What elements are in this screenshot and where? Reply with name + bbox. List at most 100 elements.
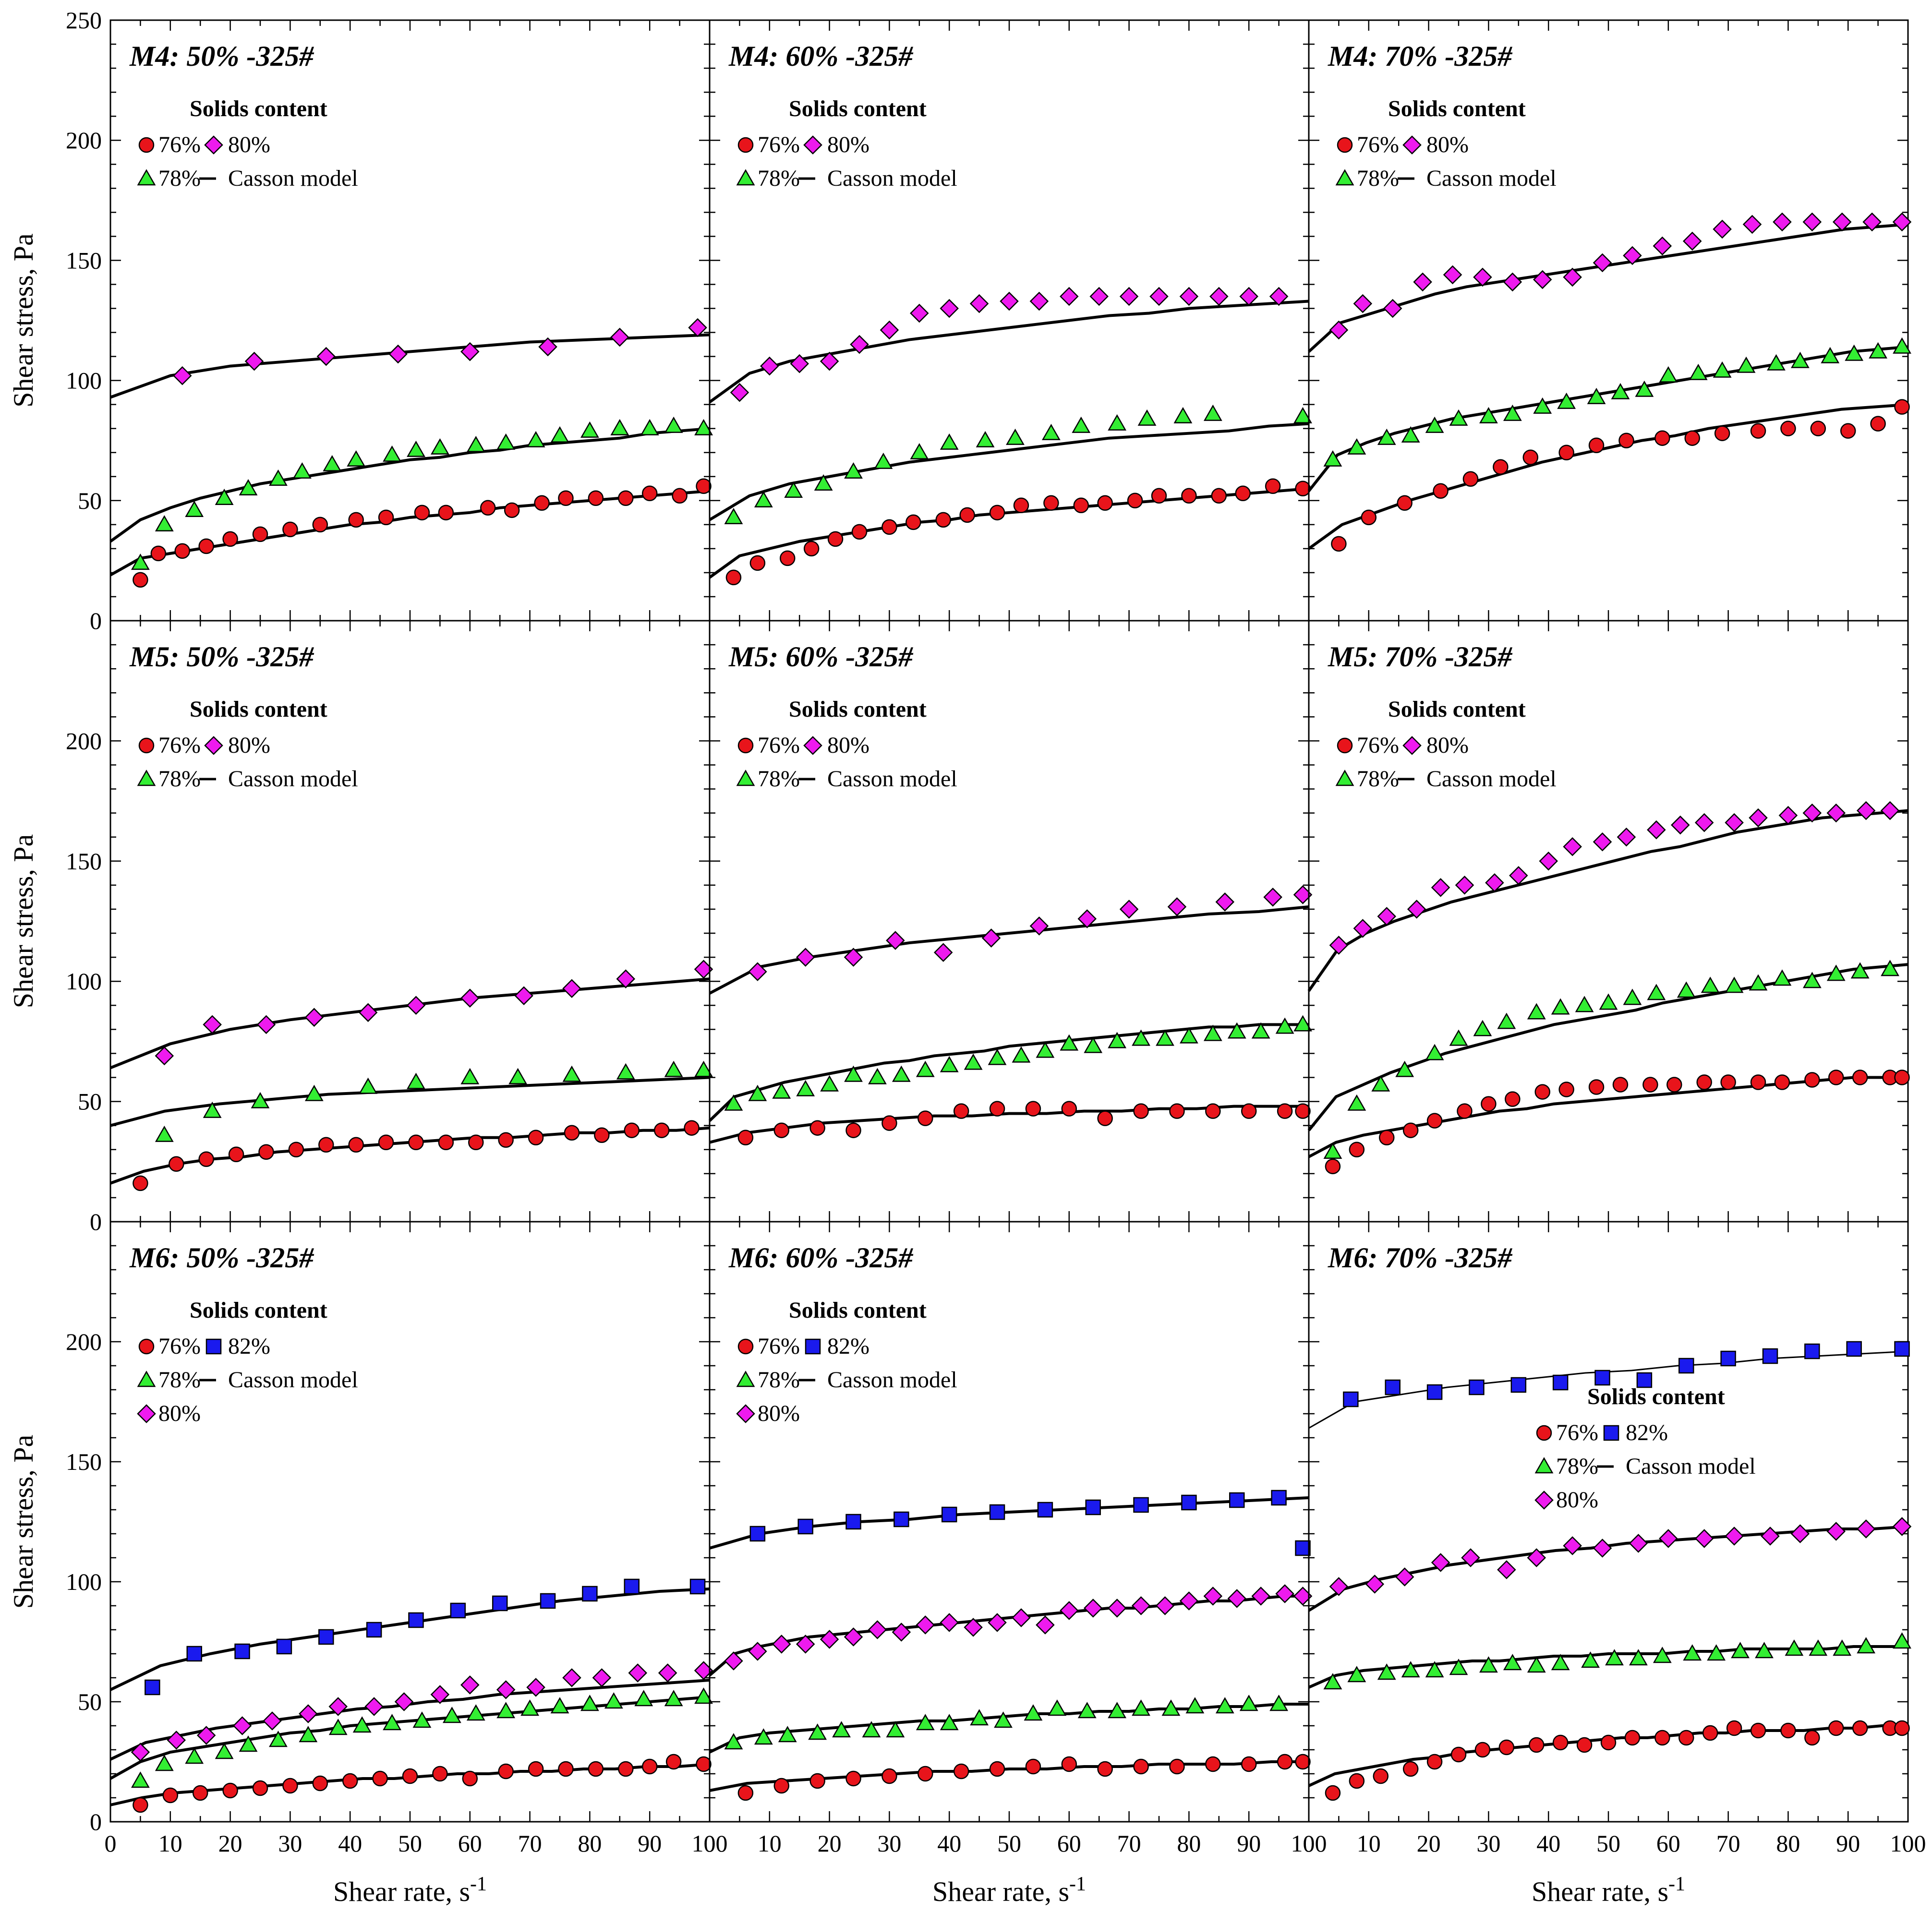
data-point-80 xyxy=(1179,287,1199,306)
data-point-78 xyxy=(1833,1639,1852,1656)
data-point-76 xyxy=(989,1761,1005,1777)
x-tick-label: 50 xyxy=(1596,1830,1620,1857)
data-point-76 xyxy=(618,1761,634,1777)
data-point-76 xyxy=(1295,1103,1311,1119)
data-point-78 xyxy=(1108,1702,1127,1719)
data-point-78 xyxy=(1269,1695,1289,1711)
y-tick-label: 50 xyxy=(78,487,102,514)
legend-title: Solids content xyxy=(190,1298,327,1323)
data-point-78 xyxy=(1826,964,1846,981)
data-point-76 xyxy=(1522,449,1539,465)
data-point-80 xyxy=(316,347,336,366)
data-point-78 xyxy=(976,431,995,447)
data-point-76 xyxy=(906,514,921,530)
x-tick-label: 80 xyxy=(1177,1830,1201,1857)
data-point-78 xyxy=(304,1084,324,1101)
data-point-80 xyxy=(964,1618,983,1637)
data-point-80 xyxy=(1431,1553,1450,1572)
data-point-80 xyxy=(562,979,581,998)
x-tick-label: 20 xyxy=(218,1830,242,1857)
data-point-78 xyxy=(1767,354,1786,371)
data-point-82 xyxy=(408,1612,424,1628)
data-point-80 xyxy=(1431,878,1450,897)
data-point-80 xyxy=(1036,1615,1055,1635)
data-point-80 xyxy=(658,1663,677,1683)
data-point-78 xyxy=(814,474,833,491)
x-tick-label: 40 xyxy=(1536,1830,1560,1857)
data-point-78 xyxy=(412,1711,432,1728)
data-point-80 xyxy=(1497,1560,1516,1579)
data-point-80 xyxy=(172,366,192,385)
data-point-78 xyxy=(1377,1663,1396,1680)
data-point-78 xyxy=(1185,1697,1205,1714)
data-point-78 xyxy=(1503,1654,1522,1671)
data-point-80 xyxy=(1473,267,1492,287)
legend-marker-78 xyxy=(137,1371,156,1387)
data-point-78 xyxy=(610,419,629,435)
data-point-76 xyxy=(133,1797,148,1813)
legend-marker-80 xyxy=(736,1404,755,1423)
data-point-78 xyxy=(940,433,959,450)
data-point-80 xyxy=(1653,236,1672,256)
data-point-80 xyxy=(1029,291,1049,311)
x-tick-label: 40 xyxy=(338,1830,362,1857)
data-point-80 xyxy=(196,1726,216,1745)
legend-marker-82 xyxy=(205,1338,222,1355)
data-point-80 xyxy=(131,1743,150,1762)
data-point-78 xyxy=(694,1687,713,1704)
legend-marker-78 xyxy=(736,770,755,786)
data-point-76 xyxy=(1588,1079,1605,1095)
data-point-76 xyxy=(989,1101,1005,1117)
data-point-80 xyxy=(1395,1567,1414,1587)
data-point-80 xyxy=(1856,801,1876,820)
data-point-78 xyxy=(1137,409,1157,426)
data-point-80 xyxy=(364,1697,384,1716)
panel-title: M5: 60% -325# xyxy=(728,641,914,673)
data-point-78 xyxy=(508,1068,528,1084)
data-point-76 xyxy=(1402,1122,1419,1138)
data-point-78 xyxy=(694,1060,713,1077)
data-point-76 xyxy=(588,490,604,506)
data-point-76 xyxy=(1696,1074,1712,1090)
legend-label-78: 78% xyxy=(158,1367,201,1393)
data-point-76 xyxy=(408,1134,424,1150)
legend-label-model: Casson model xyxy=(1426,766,1557,792)
y-tick-label: 150 xyxy=(66,247,102,274)
x-axis-title: Shear rate, s-1 xyxy=(1532,1873,1685,1907)
data-point-78 xyxy=(1108,1032,1127,1048)
data-point-76 xyxy=(1894,1070,1910,1085)
casson-model-line xyxy=(709,905,1309,995)
x-tick-label: 90 xyxy=(1836,1830,1860,1857)
panel-3: M4: 70% -325# Solids content 76% 80% 78% Cass… xyxy=(1307,19,1912,622)
data-point-76 xyxy=(918,1766,933,1782)
data-point-78 xyxy=(1449,1659,1468,1675)
panel-7: 0 50 100 150 200 0 10 20 30 40 50 60 70 80 90 100 M6: 50… xyxy=(66,1221,728,1857)
data-point-78 xyxy=(1203,404,1222,421)
data-point-76 xyxy=(1397,495,1413,511)
data-point-76 xyxy=(150,545,167,562)
data-point-82 xyxy=(1894,1341,1910,1357)
data-point-82 xyxy=(1762,1348,1778,1364)
data-point-78 xyxy=(1479,1656,1498,1673)
data-point-76 xyxy=(414,505,430,521)
y-tick-label: 200 xyxy=(66,727,102,754)
data-point-76 xyxy=(1433,483,1449,499)
data-point-80 xyxy=(1119,900,1139,919)
data-point-76 xyxy=(534,495,550,511)
data-point-80 xyxy=(1155,1596,1175,1615)
data-point-78 xyxy=(550,1697,569,1714)
data-point-80 xyxy=(1060,287,1079,306)
data-point-80 xyxy=(981,928,1001,948)
data-point-76 xyxy=(1558,445,1574,460)
casson-model-line xyxy=(109,427,710,543)
data-point-76 xyxy=(1528,1737,1545,1753)
data-point-76 xyxy=(737,1785,754,1801)
data-point-76 xyxy=(1666,1077,1682,1093)
panel-title: M4: 70% -325# xyxy=(1328,40,1513,72)
casson-model-line xyxy=(1307,963,1908,1131)
legend-label-76: 76% xyxy=(758,132,800,157)
legend-label-76: 76% xyxy=(158,733,201,758)
data-point-76 xyxy=(1870,416,1886,432)
data-point-80 xyxy=(562,1668,581,1687)
data-point-80 xyxy=(1077,909,1097,928)
